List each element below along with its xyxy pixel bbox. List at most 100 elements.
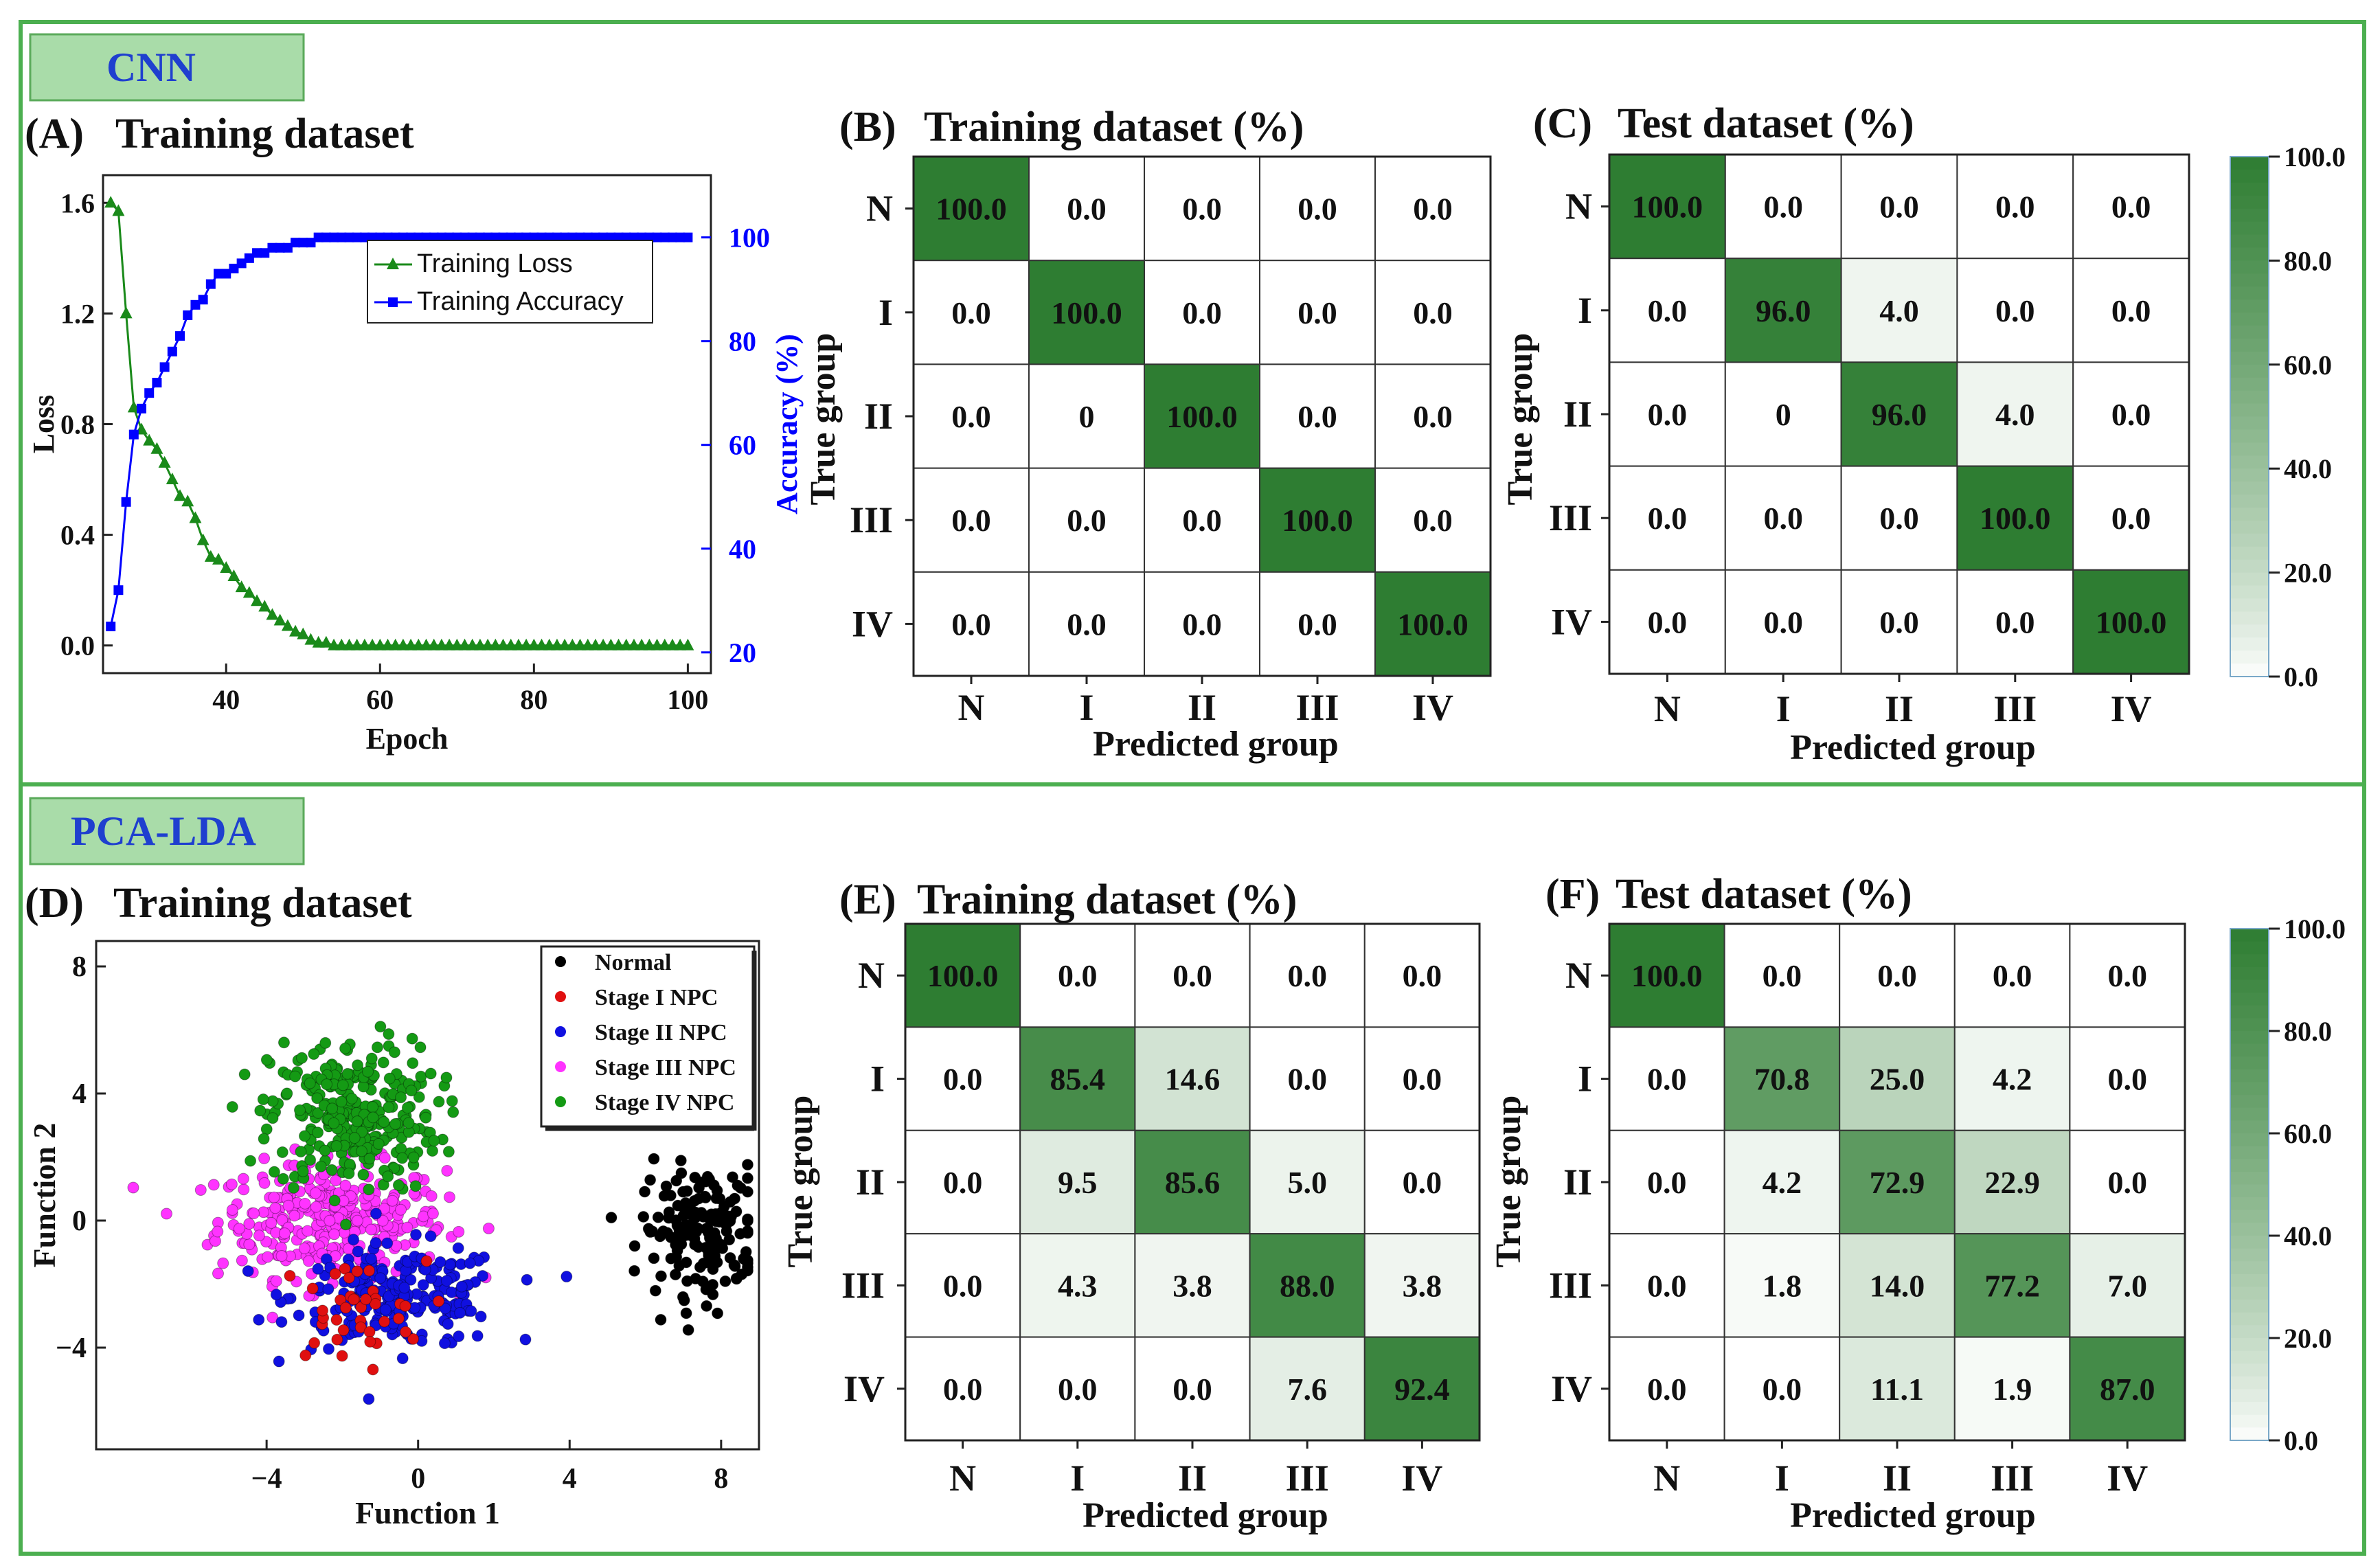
colorbar-segment: [2230, 1376, 2269, 1390]
col-label: IV: [2107, 1458, 2148, 1499]
cell-value: 0.0: [1172, 958, 1212, 993]
cell-value: 0.0: [951, 503, 991, 538]
scatter-point: [253, 1313, 265, 1326]
loss-accuracy-chart: 40 60 80 100 0.0 0.4 0.8 1.2 1.6 20 40 60 80 100 Epoch…: [27, 174, 804, 756]
scatter-point: [270, 1289, 282, 1301]
colorbar-segment: [2230, 1120, 2269, 1134]
heatmap-cell: [1953, 1336, 2071, 1441]
cell-value: 22.9: [1984, 1165, 2040, 1200]
scatter-point: [258, 1177, 271, 1189]
scatter-point: [336, 1350, 348, 1362]
scatter-point: [658, 1190, 670, 1202]
scatter-point: [369, 1297, 381, 1310]
loss-point: [120, 306, 133, 319]
heatmap-cell: [1956, 569, 2074, 675]
x-tick-label: −4: [251, 1463, 282, 1495]
legend-accuracy-label: Training Accuracy: [417, 287, 624, 316]
heatmap-cell: [1723, 923, 1841, 1028]
colorbar-segment: [2230, 1389, 2269, 1403]
cell-value: 0.0: [1172, 1372, 1212, 1407]
heatmap-cell: [1374, 156, 1491, 262]
y-axis-title: Loss: [27, 395, 60, 454]
cell-value: 11.1: [1870, 1372, 1924, 1407]
scatter-point: [398, 1282, 411, 1294]
cell-value: 100.0: [1282, 503, 1353, 538]
scatter-point: [441, 1164, 453, 1177]
accuracy-point: [198, 295, 208, 305]
cell-value: 0: [1776, 397, 1791, 432]
loss-point: [166, 473, 179, 485]
cell-value: 85.4: [1050, 1062, 1106, 1097]
scatter-point: [339, 1219, 352, 1231]
colorbar-segment: [2230, 966, 2269, 981]
scatter-point: [304, 1077, 316, 1089]
scatter-point: [374, 1021, 387, 1033]
y2-tick-label: 100: [729, 223, 770, 253]
scatter-point: [262, 1251, 274, 1263]
scatter-point: [243, 1218, 256, 1230]
scatter-point: [268, 1166, 280, 1178]
scatter-point: [639, 1186, 651, 1198]
accuracy-point: [175, 331, 185, 341]
cell-value: 0.0: [1413, 295, 1453, 330]
scatter-point: [637, 1210, 650, 1223]
heatmap-cell: [2069, 923, 2186, 1028]
scatter-point: [260, 1054, 273, 1066]
y2-tick-label: 40: [729, 534, 756, 565]
scatter-point: [339, 1042, 352, 1054]
colorbar-segment: [2230, 1248, 2269, 1262]
cnn-test-confusion: 100.0 0.0 0.0 0.0 0.0 0.0 96.0 4.0 0.0 0.0 0.0 0 96.…: [1501, 153, 2190, 767]
scatter-point: [644, 1174, 657, 1186]
col-label: III: [1991, 1458, 2034, 1499]
scatter-point: [339, 1302, 352, 1314]
scatter-point: [660, 1180, 672, 1192]
heatmap-cell: [1374, 467, 1491, 573]
scatter-point: [352, 1059, 364, 1072]
scatter-point: [407, 1333, 420, 1345]
colorbar-segment: [2230, 390, 2269, 405]
accuracy-point: [659, 232, 670, 242]
scatter-point: [519, 1333, 532, 1346]
scatter-point: [682, 1324, 694, 1336]
heatmap-cell: [2072, 361, 2190, 467]
heatmap-cell: [2072, 258, 2190, 363]
scatter-point: [321, 1078, 333, 1091]
heatmap-cell: [1028, 260, 1145, 365]
loss-point: [212, 552, 225, 565]
scatter-point: [302, 1225, 314, 1237]
scatter-point: [322, 1343, 335, 1355]
heatmap-cell: [1609, 923, 1725, 1028]
cell-value: 0.0: [1879, 604, 1919, 639]
colorbar-segment: [2230, 1427, 2269, 1441]
legend-box: [367, 240, 653, 324]
loss-line: [110, 202, 688, 647]
cell-value: 0.0: [1877, 958, 1917, 993]
cell-value: 0.0: [2111, 397, 2151, 432]
scatter-point: [465, 1305, 477, 1317]
loss-point: [281, 619, 294, 631]
scatter-point: [324, 1214, 336, 1227]
cell-value: 100.0: [936, 192, 1007, 227]
cell-value: 0.0: [1297, 607, 1337, 642]
colorbar-segment: [2230, 221, 2269, 236]
loss-point: [181, 495, 194, 507]
cell-value: 0.0: [1287, 958, 1327, 993]
x-tick-label: 40: [212, 684, 240, 715]
y2-tick-label: 80: [729, 326, 756, 357]
x-tick-label: 80: [520, 684, 547, 715]
scatter-point: [699, 1241, 712, 1254]
scatter-point: [339, 1179, 352, 1192]
scatter-point: [628, 1240, 641, 1252]
heatmap-cell: [1019, 923, 1136, 1028]
heatmap-cell: [913, 467, 1030, 573]
loss-point: [319, 635, 332, 648]
colorbar-label: 80.0: [2284, 1016, 2332, 1047]
cell-value: 0.0: [1995, 293, 2035, 328]
scatter-point: [265, 1216, 277, 1229]
scatter-point: [723, 1234, 736, 1246]
colorbar-segment: [2230, 429, 2269, 444]
colorbar-segment: [2230, 1287, 2269, 1301]
loss-point: [242, 586, 256, 598]
scatter-point: [343, 1271, 355, 1284]
scatter-point: [269, 1202, 282, 1214]
